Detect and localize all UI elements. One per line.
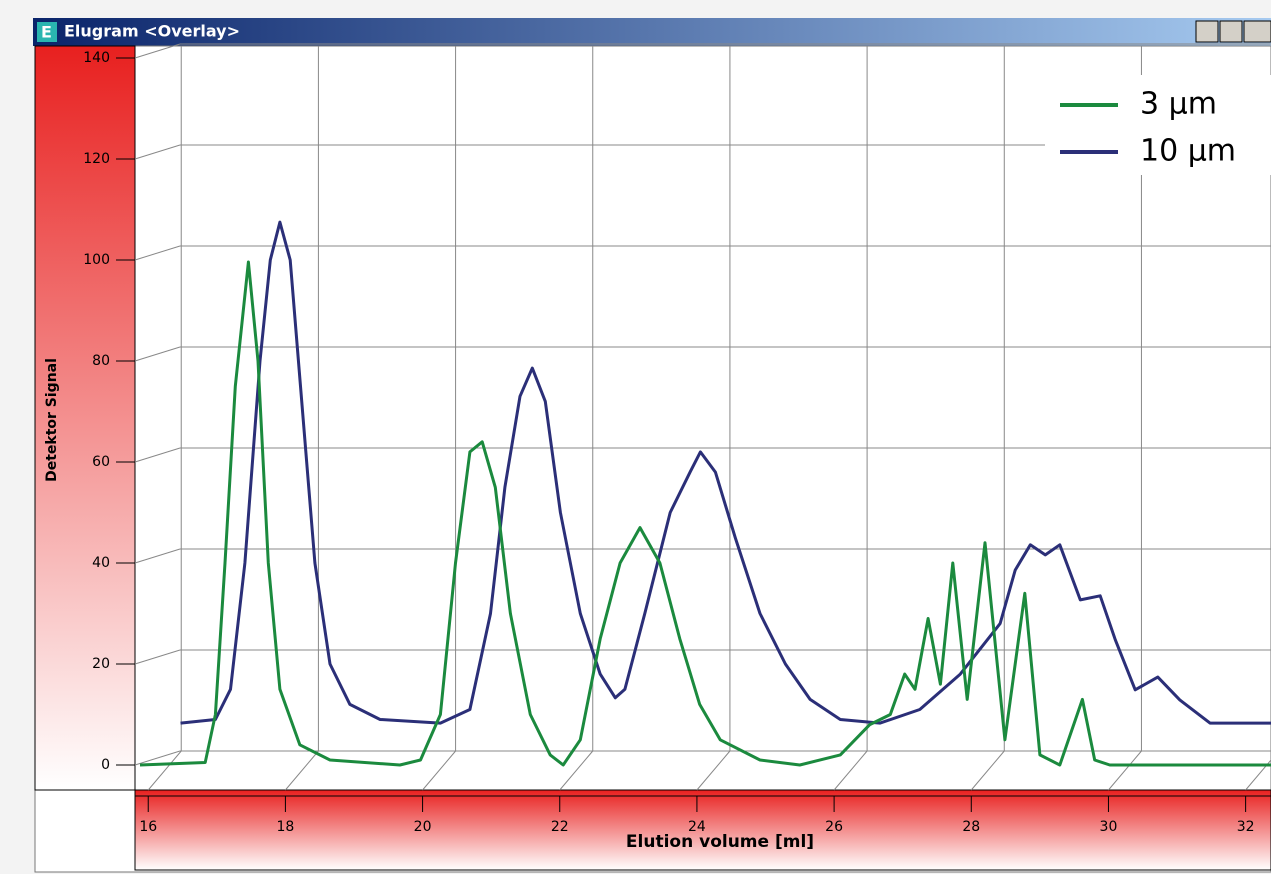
x-tick-label: 32 (1237, 819, 1255, 835)
y-tick-label: 80 (92, 353, 110, 369)
x-tick-label: 30 (1100, 819, 1118, 835)
y-tick-label: 120 (83, 151, 110, 167)
legend: 3 µm 10 µm (1045, 75, 1271, 175)
y-tick-label: 100 (83, 252, 110, 268)
x-tick-label: 16 (139, 819, 157, 835)
x-tick-label: 20 (414, 819, 432, 835)
x-axis-title: Elution volume [ml] (626, 832, 814, 852)
y-tick-label: 0 (101, 757, 110, 773)
x-tick-label: 24 (688, 819, 706, 835)
x-tick-label: 26 (825, 819, 843, 835)
y-tick-label: 140 (83, 50, 110, 66)
y-tick-label: 20 (92, 656, 110, 672)
maximize-button[interactable] (1220, 21, 1242, 42)
y-axis-title: Detektor Signal (44, 358, 60, 482)
x-tick-label: 18 (276, 819, 294, 835)
legend-label: 10 µm (1140, 134, 1236, 169)
x-tick-label: 22 (551, 819, 569, 835)
y-tick-label: 60 (92, 454, 110, 470)
x-tick-label: 28 (962, 819, 980, 835)
close-button[interactable] (1244, 21, 1271, 42)
legend-label: 3 µm (1140, 87, 1217, 122)
app-icon-letter: E (41, 23, 52, 42)
minimize-button[interactable] (1196, 21, 1218, 42)
y-tick-label: 40 (92, 555, 110, 571)
window-title: Elugram <Overlay> (64, 22, 240, 41)
